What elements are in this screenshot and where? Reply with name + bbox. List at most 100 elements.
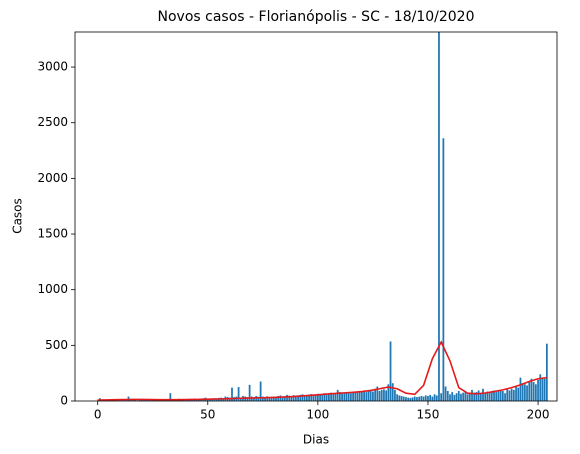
bar (530, 378, 533, 401)
bar (475, 392, 478, 401)
bar (385, 390, 388, 401)
bar (515, 386, 517, 401)
bar (294, 395, 297, 401)
bar (239, 397, 242, 401)
bar (290, 396, 293, 401)
x-tick-label: 100 (306, 408, 329, 422)
bar (275, 397, 277, 401)
bar (488, 392, 491, 401)
bar (231, 387, 233, 401)
bar (209, 398, 211, 401)
bar (396, 394, 399, 401)
bar (321, 394, 324, 401)
bar (305, 395, 308, 401)
bar (402, 396, 405, 401)
bar (143, 399, 145, 401)
bar (277, 395, 280, 401)
y-tick-label: 2000 (37, 171, 68, 185)
bar (272, 396, 275, 401)
bar (138, 399, 141, 401)
bar (268, 397, 271, 401)
bar (323, 393, 326, 401)
bar (433, 394, 436, 401)
bar (413, 396, 416, 401)
bar (310, 394, 313, 401)
bar (541, 377, 544, 401)
chart-title: Novos casos - Florianópolis - SC - 18/10… (158, 9, 475, 25)
bar (539, 374, 542, 401)
x-tick-label: 0 (94, 408, 102, 422)
bar (504, 393, 506, 401)
bar (416, 397, 418, 401)
bar (343, 393, 346, 401)
bar (429, 394, 432, 401)
bar (534, 384, 537, 401)
bar (312, 394, 315, 401)
bar (352, 391, 354, 401)
bar (477, 390, 480, 401)
bar (521, 383, 524, 401)
bar (499, 389, 502, 401)
bar (347, 392, 350, 401)
bar (301, 394, 304, 401)
bar (400, 395, 403, 401)
bar (424, 395, 427, 401)
x-axis-label: Dias (303, 433, 329, 447)
bar (363, 390, 365, 401)
bar (257, 396, 260, 401)
bar (479, 393, 482, 401)
bar (484, 393, 487, 401)
bar (358, 390, 361, 401)
bar (453, 394, 456, 401)
bar (345, 392, 348, 401)
bar (383, 389, 385, 401)
bar (286, 394, 288, 401)
bar (407, 397, 410, 401)
bar (330, 392, 332, 401)
bar (365, 392, 368, 401)
bar (506, 389, 509, 401)
bar (283, 396, 286, 401)
bar (462, 392, 465, 401)
bar (486, 391, 489, 401)
x-tick-label: 50 (200, 408, 215, 422)
y-tick-label: 2500 (37, 115, 68, 129)
bar (374, 388, 377, 401)
bar (449, 394, 451, 401)
bar (495, 392, 498, 401)
bar (270, 396, 273, 401)
bar (123, 400, 125, 401)
bar (297, 395, 299, 401)
bar (367, 390, 370, 401)
plot-frame (74, 31, 558, 402)
bar (292, 395, 295, 401)
x-tick-label: 150 (417, 408, 440, 422)
bar (112, 400, 114, 401)
bar (438, 32, 440, 401)
bar (394, 389, 396, 401)
bar (510, 388, 513, 401)
bar (493, 390, 495, 401)
bar (508, 390, 511, 401)
bar (380, 389, 383, 401)
bar (455, 393, 458, 401)
bar (405, 397, 407, 401)
x-tick-label: 200 (527, 408, 550, 422)
bar (420, 395, 423, 401)
bar (451, 392, 454, 401)
bar (376, 386, 379, 401)
bar (341, 392, 343, 401)
bar (259, 381, 262, 401)
bar (378, 390, 381, 401)
bar (279, 395, 282, 401)
y-tick-label: 500 (45, 338, 68, 352)
bar (468, 393, 471, 401)
bar (314, 394, 317, 401)
bar (532, 382, 535, 401)
bar (140, 399, 143, 401)
bar (334, 393, 337, 401)
bar (354, 392, 357, 401)
bar (215, 398, 218, 401)
bar (473, 392, 476, 401)
